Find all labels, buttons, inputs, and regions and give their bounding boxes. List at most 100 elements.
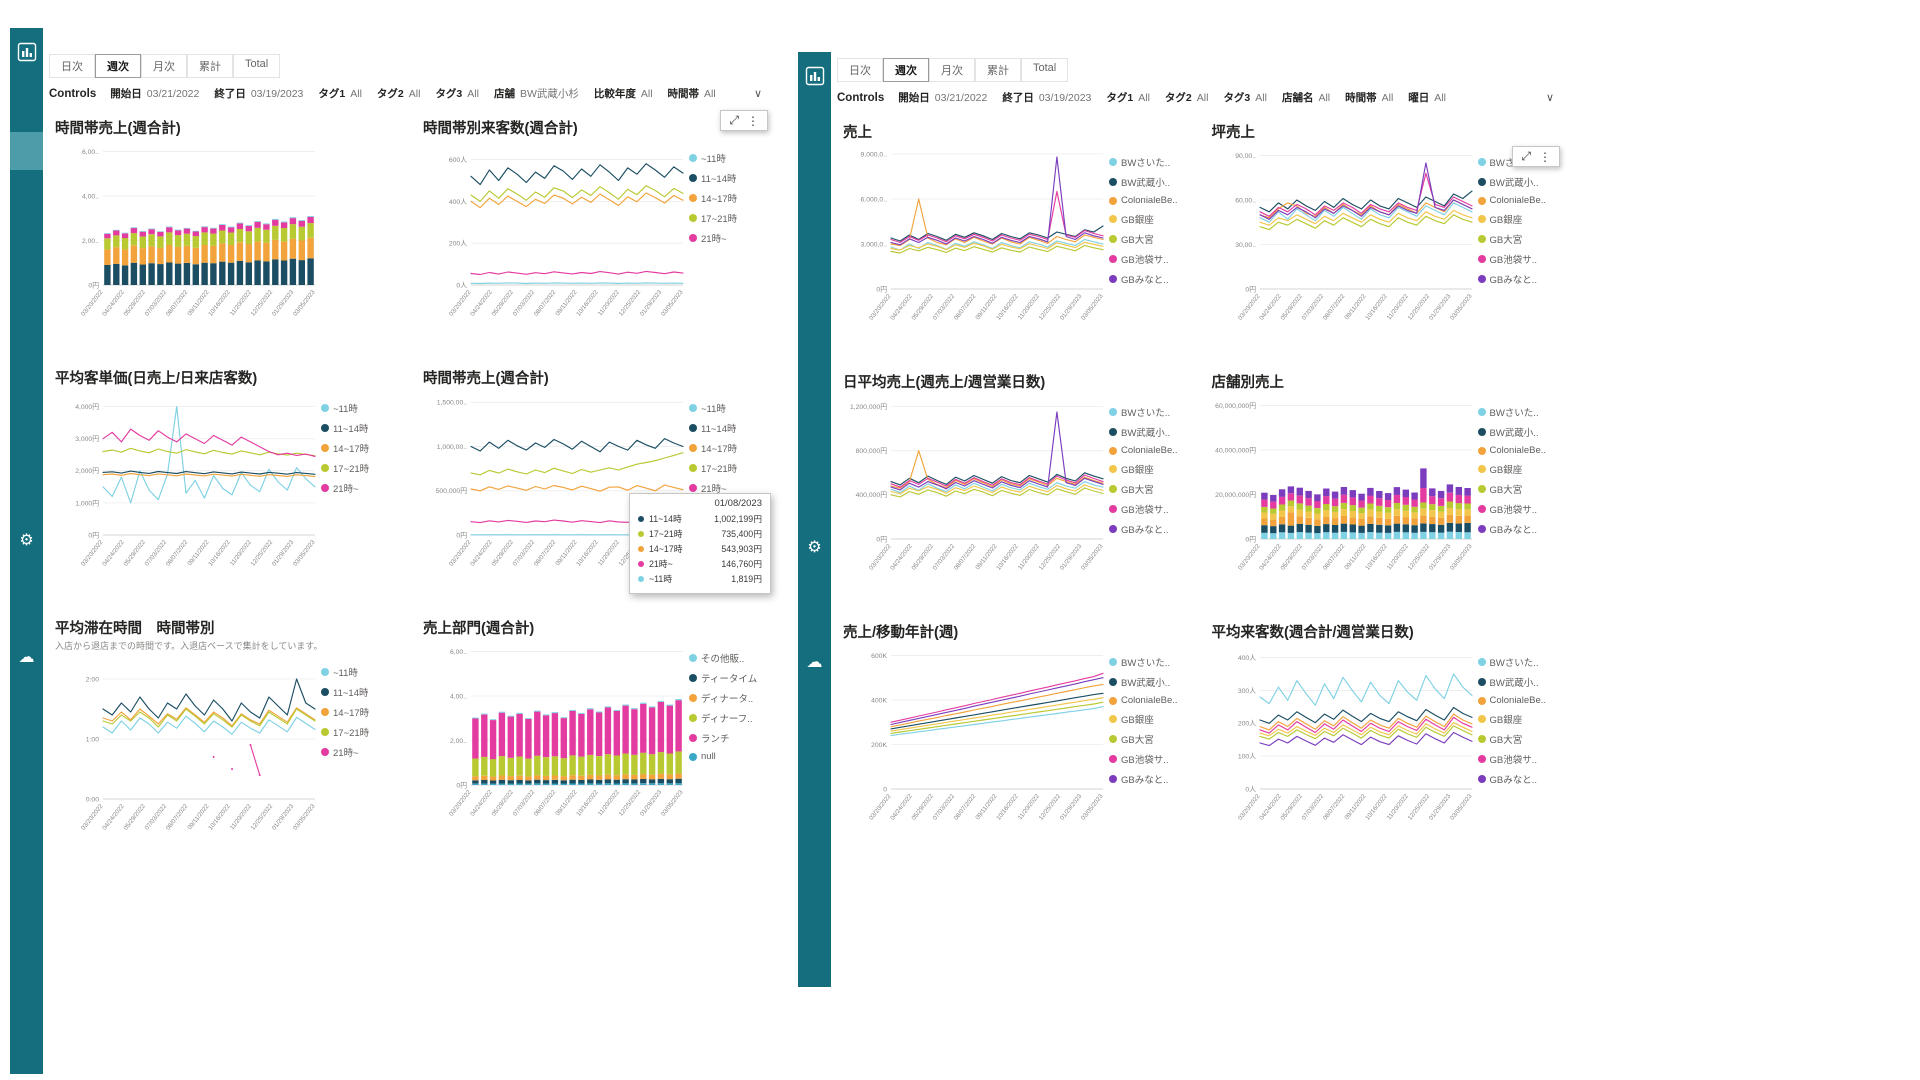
- legend-item[interactable]: null: [689, 751, 767, 762]
- legend-item[interactable]: 21時~: [689, 481, 767, 495]
- legend-item[interactable]: GB池袋サ..: [1109, 252, 1187, 266]
- more-options-icon[interactable]: ⋮: [747, 113, 759, 128]
- tab-total[interactable]: Total: [233, 54, 281, 78]
- tab-cumulative[interactable]: 累計: [187, 54, 233, 78]
- legend-item[interactable]: 14~17時: [689, 441, 767, 455]
- legend-item[interactable]: GB池袋サ..: [1109, 752, 1187, 766]
- tab-monthly[interactable]: 月次: [929, 58, 975, 82]
- legend-item[interactable]: GB大宮: [1477, 732, 1556, 746]
- legend-item[interactable]: GBみなと..: [1109, 522, 1187, 536]
- filter-tag2[interactable]: タグ2 All: [1165, 90, 1209, 105]
- legend-item[interactable]: GBみなと..: [1109, 272, 1187, 286]
- chart-plot[interactable]: 600K400K200K003/20/202204/24/202205/29/2…: [843, 643, 1109, 845]
- legend-item[interactable]: ColonialeBe..: [1109, 195, 1187, 206]
- legend-item[interactable]: GBみなと..: [1477, 772, 1556, 786]
- legend-item[interactable]: GB池袋サ..: [1477, 502, 1556, 516]
- tab-cumulative[interactable]: 累計: [975, 58, 1021, 82]
- legend-item[interactable]: GB池袋サ..: [1477, 252, 1556, 266]
- legend-item[interactable]: GB銀座: [1109, 462, 1187, 476]
- legend-item[interactable]: 21時~: [689, 231, 767, 245]
- legend-item[interactable]: ティータイム: [689, 671, 767, 685]
- chart-plot[interactable]: 1,200,000円800,000円400,000円0円03/20/202204…: [843, 393, 1109, 595]
- legend-item[interactable]: 17~21時: [321, 725, 399, 739]
- legend-item[interactable]: BWさいた..: [1109, 155, 1187, 169]
- legend-item[interactable]: 11~14時: [321, 421, 399, 435]
- legend-item[interactable]: GB大宮: [1109, 232, 1187, 246]
- legend-item[interactable]: GB池袋サ..: [1109, 502, 1187, 516]
- legend-item[interactable]: 11~14時: [689, 171, 767, 185]
- legend-item[interactable]: 17~21時: [321, 461, 399, 475]
- legend-item[interactable]: 11~14時: [321, 685, 399, 699]
- filter-tag1[interactable]: タグ1 All: [318, 86, 362, 101]
- legend-item[interactable]: 21時~: [321, 745, 399, 759]
- legend-item[interactable]: BW武蔵小..: [1477, 175, 1556, 189]
- legend-item[interactable]: 17~21時: [689, 211, 767, 225]
- tab-weekly[interactable]: 週次: [883, 58, 929, 82]
- legend-item[interactable]: ~11時: [689, 151, 767, 165]
- legend-item[interactable]: GB池袋サ..: [1477, 752, 1556, 766]
- legend-item[interactable]: 14~17時: [321, 441, 399, 455]
- gear-icon[interactable]: ⚙: [19, 532, 34, 549]
- chart-plot[interactable]: 9,000,0..6,000,0..3,000,0..0円03/20/20220…: [843, 143, 1109, 345]
- legend-item[interactable]: BWさいた..: [1109, 655, 1187, 669]
- sidebar-active-indicator[interactable]: [10, 132, 43, 170]
- tab-weekly[interactable]: 週次: [95, 54, 141, 78]
- chevron-collapse-icon[interactable]: ∨: [753, 88, 762, 100]
- chart-plot[interactable]: 6,00..4,00..2,00..0円03/20/202204/24/2022…: [423, 639, 689, 841]
- tab-monthly[interactable]: 月次: [141, 54, 187, 78]
- legend-item[interactable]: GB大宮: [1109, 732, 1187, 746]
- filter-start-date[interactable]: 開始日 03/21/2022: [898, 90, 987, 105]
- legend-item[interactable]: GBみなと..: [1109, 772, 1187, 786]
- legend-item[interactable]: BW武蔵小..: [1477, 675, 1556, 689]
- legend-item[interactable]: BWさいた..: [1477, 405, 1556, 419]
- more-options-icon[interactable]: ⋮: [1539, 149, 1551, 164]
- legend-item[interactable]: ディナータ..: [689, 691, 767, 705]
- legend-item[interactable]: GB銀座: [1109, 212, 1187, 226]
- chart-plot[interactable]: 600人400人200人0人03/20/202204/24/202205/29/…: [423, 139, 689, 341]
- chart-plot[interactable]: 6,00..4,00..2,00..0円03/20/202204/24/2022…: [55, 139, 321, 341]
- filter-store-name[interactable]: 店舗名 All: [1282, 90, 1330, 105]
- tab-daily[interactable]: 日次: [837, 58, 883, 82]
- legend-item[interactable]: GB銀座: [1477, 212, 1556, 226]
- bar-chart-icon[interactable]: [798, 66, 831, 90]
- filter-tag3[interactable]: タグ3 All: [1223, 90, 1267, 105]
- cloud-upload-icon[interactable]: ☁: [18, 649, 35, 666]
- legend-item[interactable]: ~11時: [321, 401, 399, 415]
- legend-item[interactable]: GB大宮: [1477, 232, 1556, 246]
- legend-item[interactable]: BW武蔵小..: [1109, 175, 1187, 189]
- chart-plot[interactable]: 60,000,000円40,000,000円20,000,000円0円03/20…: [1212, 393, 1478, 595]
- filter-start-date[interactable]: 開始日 03/21/2022: [110, 86, 199, 101]
- legend-item[interactable]: ディナーフ..: [689, 711, 767, 725]
- gear-icon[interactable]: ⚙: [807, 539, 822, 556]
- chart-plot[interactable]: 2:001:000:0003/20/202204/24/202205/29/20…: [55, 653, 321, 855]
- bar-chart-icon[interactable]: [10, 42, 43, 66]
- legend-item[interactable]: GB大宮: [1109, 482, 1187, 496]
- legend-item[interactable]: BW武蔵小..: [1109, 675, 1187, 689]
- cloud-upload-icon[interactable]: ☁: [806, 654, 823, 671]
- filter-end-date[interactable]: 終了日 03/19/2023: [1002, 90, 1091, 105]
- tab-daily[interactable]: 日次: [49, 54, 95, 78]
- tab-total[interactable]: Total: [1021, 58, 1069, 82]
- filter-end-date[interactable]: 終了日 03/19/2023: [214, 86, 303, 101]
- legend-item[interactable]: GBみなと..: [1477, 272, 1556, 286]
- legend-item[interactable]: GB銀座: [1477, 712, 1556, 726]
- legend-item[interactable]: ColonialeBe..: [1109, 445, 1187, 456]
- filter-compare-year[interactable]: 比較年度 All: [594, 86, 653, 101]
- legend-item[interactable]: GB銀座: [1109, 712, 1187, 726]
- legend-item[interactable]: 17~21時: [689, 461, 767, 475]
- legend-item[interactable]: 21時~: [321, 481, 399, 495]
- filter-tag3[interactable]: タグ3 All: [435, 86, 479, 101]
- legend-item[interactable]: ColonialeBe..: [1477, 445, 1556, 456]
- legend-item[interactable]: その他販..: [689, 651, 767, 665]
- legend-item[interactable]: ColonialeBe..: [1477, 195, 1556, 206]
- filter-tag2[interactable]: タグ2 All: [377, 86, 421, 101]
- legend-item[interactable]: GBみなと..: [1477, 522, 1556, 536]
- legend-item[interactable]: ColonialeBe..: [1109, 695, 1187, 706]
- filter-weekday[interactable]: 曜日 All: [1408, 90, 1446, 105]
- expand-icon[interactable]: ⤢: [1521, 149, 1531, 163]
- legend-item[interactable]: GB大宮: [1477, 482, 1556, 496]
- legend-item[interactable]: GB銀座: [1477, 462, 1556, 476]
- chart-plot[interactable]: 400人300人200人100人0人03/20/202204/24/202205…: [1212, 643, 1478, 845]
- legend-item[interactable]: ~11時: [321, 665, 399, 679]
- filter-tag1[interactable]: タグ1 All: [1106, 90, 1150, 105]
